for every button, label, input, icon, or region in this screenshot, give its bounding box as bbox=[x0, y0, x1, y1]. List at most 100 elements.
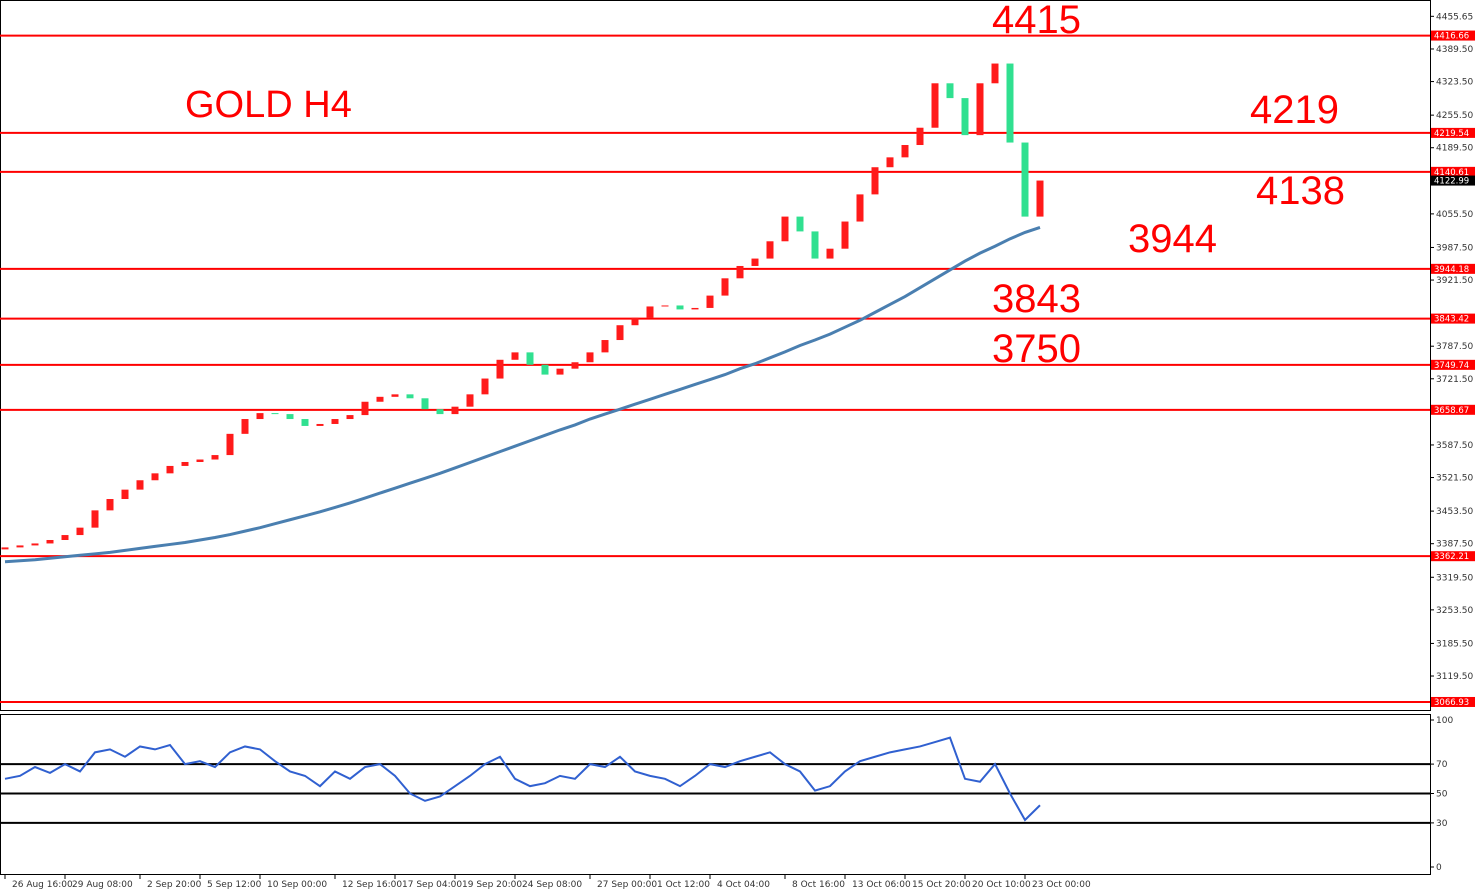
x-tick-label: 8 Oct 16:00 bbox=[792, 880, 845, 890]
candle bbox=[1021, 142, 1029, 217]
candle bbox=[16, 545, 24, 548]
candle bbox=[721, 278, 729, 296]
candle bbox=[496, 359, 504, 379]
candle bbox=[271, 413, 279, 415]
candle bbox=[196, 459, 204, 462]
rsi-tick-label: 50 bbox=[1436, 790, 1448, 800]
candle bbox=[136, 480, 144, 490]
level-tag bbox=[1431, 263, 1475, 274]
candle bbox=[931, 83, 939, 128]
level-tag bbox=[1431, 359, 1475, 370]
x-tick-label: 4 Oct 04:00 bbox=[717, 880, 770, 890]
x-tick-label: 24 Sep 08:00 bbox=[522, 880, 582, 890]
annotation: 4219 bbox=[1250, 88, 1339, 132]
candle bbox=[511, 352, 519, 360]
annotation: 3750 bbox=[992, 327, 1081, 371]
y-tick-label: 4189.50 bbox=[1436, 144, 1473, 154]
candle bbox=[1036, 180, 1044, 217]
level-tag bbox=[1431, 127, 1475, 138]
y-tick-label: 4455.65 bbox=[1436, 12, 1473, 22]
candle bbox=[961, 98, 969, 136]
candle bbox=[901, 145, 909, 158]
level-label: 3658.67 bbox=[1434, 406, 1469, 416]
x-tick-label: 2 Sep 20:00 bbox=[147, 880, 202, 890]
candle bbox=[646, 306, 654, 318]
x-tick-label: 10 Sep 00:00 bbox=[267, 880, 327, 890]
candle bbox=[631, 317, 639, 326]
x-tick-label: 23 Oct 00:00 bbox=[1032, 880, 1091, 890]
candle bbox=[736, 265, 744, 279]
y-tick-label: 3185.50 bbox=[1436, 639, 1473, 649]
level-label: 3362.21 bbox=[1434, 552, 1469, 562]
candle bbox=[76, 527, 84, 536]
candle bbox=[691, 307, 699, 310]
candle bbox=[421, 398, 429, 410]
candle bbox=[481, 378, 489, 395]
candle bbox=[436, 409, 444, 415]
x-tick-label: 17 Sep 04:00 bbox=[402, 880, 462, 890]
annotation: GOLD H4 bbox=[185, 84, 352, 126]
level-label: 4140.61 bbox=[1434, 168, 1469, 178]
y-tick-label: 4255.50 bbox=[1436, 111, 1473, 121]
candle bbox=[586, 352, 594, 363]
annotation: 4138 bbox=[1256, 169, 1345, 213]
candle bbox=[616, 325, 624, 341]
candle bbox=[91, 510, 99, 528]
candle bbox=[916, 127, 924, 146]
rsi-tick-label: 100 bbox=[1436, 716, 1453, 726]
x-tick-label: 20 Oct 10:00 bbox=[972, 880, 1031, 890]
candle bbox=[946, 83, 954, 99]
candle bbox=[406, 394, 414, 399]
candle bbox=[871, 167, 879, 195]
candle bbox=[331, 419, 339, 424]
x-tick-label: 12 Sep 16:00 bbox=[342, 880, 402, 890]
price-label: 4122.99 bbox=[1434, 177, 1469, 187]
candle bbox=[451, 406, 459, 415]
level-label: 3066.93 bbox=[1434, 698, 1469, 708]
candle bbox=[181, 461, 189, 466]
rsi-line bbox=[4, 736, 1041, 822]
level-tag bbox=[1431, 166, 1475, 177]
level-label: 4416.66 bbox=[1434, 32, 1469, 42]
level-tag bbox=[1431, 696, 1475, 707]
candle bbox=[361, 401, 369, 416]
candle bbox=[766, 241, 774, 259]
candle bbox=[31, 543, 39, 546]
candle bbox=[211, 455, 219, 460]
candle bbox=[556, 368, 564, 375]
candle bbox=[706, 295, 714, 308]
main-pane bbox=[0, 0, 1431, 711]
candle bbox=[121, 489, 129, 500]
candle bbox=[226, 433, 234, 456]
annotation: 3843 bbox=[992, 277, 1081, 321]
candle bbox=[256, 413, 264, 420]
candle bbox=[991, 63, 999, 84]
candle bbox=[796, 216, 804, 232]
y-tick-label: 3319.50 bbox=[1436, 573, 1473, 583]
candle bbox=[811, 231, 819, 259]
candle bbox=[301, 419, 309, 426]
y-tick-label: 3453.50 bbox=[1436, 507, 1473, 517]
candle bbox=[151, 473, 159, 481]
level-label: 4219.54 bbox=[1434, 129, 1469, 139]
y-tick-label: 3787.50 bbox=[1436, 342, 1473, 352]
candle bbox=[316, 423, 324, 426]
x-tick-label: 27 Sep 00:00 bbox=[597, 880, 657, 890]
candle bbox=[751, 258, 759, 266]
rsi-tick-label: 70 bbox=[1436, 760, 1448, 770]
candle bbox=[1006, 63, 1014, 143]
level-label: 3843.42 bbox=[1434, 315, 1469, 325]
candle bbox=[541, 364, 549, 375]
y-tick-label: 3387.50 bbox=[1436, 540, 1473, 550]
rsi-tick-label: 0 bbox=[1436, 863, 1442, 873]
candle bbox=[241, 419, 249, 434]
level-tag bbox=[1431, 313, 1475, 324]
candle bbox=[106, 499, 114, 511]
candle bbox=[841, 221, 849, 249]
x-tick-label: 5 Sep 12:00 bbox=[207, 880, 262, 890]
candle bbox=[676, 305, 684, 310]
candle bbox=[781, 216, 789, 242]
candle bbox=[46, 539, 54, 544]
y-tick-label: 4055.50 bbox=[1436, 210, 1473, 220]
